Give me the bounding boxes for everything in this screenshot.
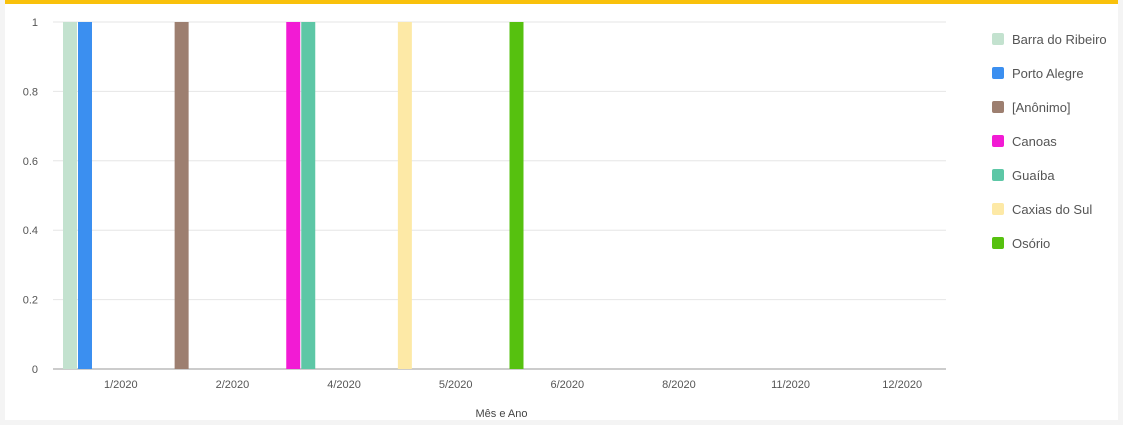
bar[interactable] (63, 22, 77, 369)
bar[interactable] (509, 22, 524, 369)
legend-label: Osório (1012, 235, 1051, 251)
legend-item[interactable]: Barra do Ribeiro (992, 22, 1107, 56)
x-tick-label: 11/2020 (771, 379, 810, 391)
legend: Barra do Ribeiro Porto Alegre [Anônimo] Can… (992, 22, 1107, 260)
x-tick-label: 6/2020 (550, 379, 584, 391)
legend-item[interactable]: Canoas (992, 124, 1107, 158)
bar[interactable] (301, 22, 316, 369)
legend-label: Canoas (1012, 133, 1057, 149)
y-tick-label: 0.2 (23, 295, 38, 307)
x-tick-label: 12/2020 (882, 379, 922, 391)
legend-label: Guaíba (1012, 167, 1055, 183)
bar[interactable] (174, 22, 189, 369)
y-tick-label: 0.4 (23, 225, 38, 237)
legend-label: Caxias do Sul (1012, 201, 1093, 217)
y-tick-label: 0 (32, 364, 38, 376)
legend-item[interactable]: Osório (992, 226, 1107, 260)
x-axis-tick-labels: 1/2020 2/2020 4/2020 5/2020 6/2020 8/2020 11/2… (104, 379, 922, 391)
x-tick-label: 5/2020 (439, 379, 473, 391)
y-tick-label: 1 (32, 17, 38, 29)
legend-item[interactable]: Porto Alegre (992, 56, 1107, 90)
x-axis-title: Mês e Ano (476, 408, 528, 420)
legend-swatch (992, 67, 1004, 79)
legend-swatch (992, 169, 1004, 181)
legend-label: Porto Alegre (1012, 65, 1084, 81)
chart-card: 0 0.2 0.4 0.6 0.8 1 1/2020 2/2020 4/2020 5/2020 6… (5, 0, 1118, 420)
legend-item[interactable]: Caxias do Sul (992, 192, 1107, 226)
y-axis-ticks: 0 0.2 0.4 0.6 0.8 1 (23, 17, 38, 376)
legend-item[interactable]: [Anônimo] (992, 90, 1107, 124)
bar[interactable] (78, 22, 92, 369)
y-tick-label: 0.8 (23, 86, 38, 98)
bars-layer (63, 22, 524, 369)
x-tick-label: 8/2020 (662, 379, 696, 391)
grid-layer (53, 21, 946, 370)
y-tick-label: 0.6 (23, 156, 38, 168)
x-tick-label: 4/2020 (327, 379, 361, 391)
bar[interactable] (286, 22, 301, 369)
bar[interactable] (397, 22, 412, 369)
legend-label: [Anônimo] (1012, 99, 1071, 115)
legend-swatch (992, 101, 1004, 113)
legend-item[interactable]: Guaíba (992, 158, 1107, 192)
legend-label: Barra do Ribeiro (1012, 31, 1107, 47)
legend-swatch (992, 203, 1004, 215)
legend-swatch (992, 237, 1004, 249)
x-tick-label: 2/2020 (216, 379, 250, 391)
bar-chart: 0 0.2 0.4 0.6 0.8 1 1/2020 2/2020 4/2020 5/2020 6… (23, 17, 946, 420)
legend-swatch (992, 135, 1004, 147)
x-tick-label: 1/2020 (104, 379, 138, 391)
legend-swatch (992, 33, 1004, 45)
